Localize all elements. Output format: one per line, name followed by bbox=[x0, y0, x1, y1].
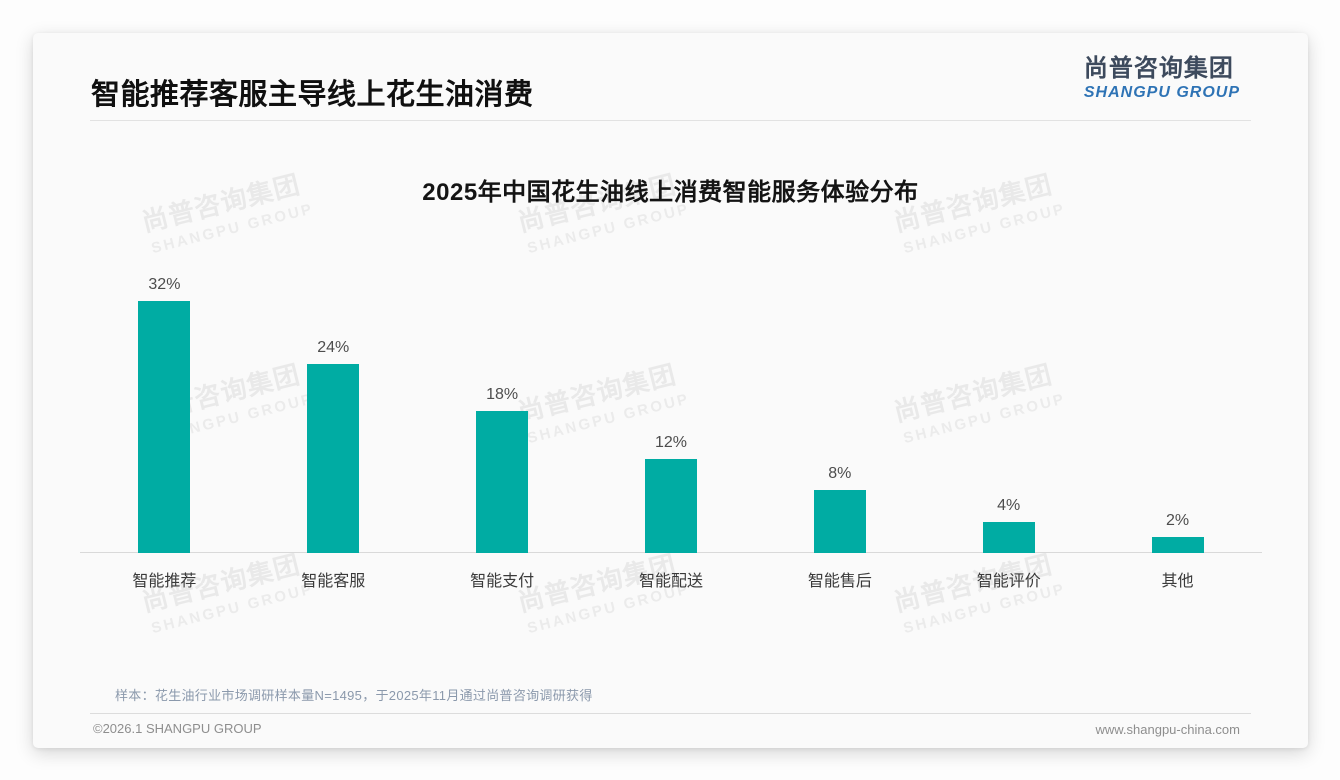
bar-column: 8% 智能售后 bbox=[755, 33, 924, 590]
bar-category-label: 智能配送 bbox=[638, 573, 703, 590]
slide-card: 尚普咨询集团 SHANGPU GROUP 尚普咨询集团 SHANGPU GROUP 尚普… bbox=[33, 33, 1308, 748]
footer-copyright: ©2026.1 SHANGPU GROUP bbox=[93, 721, 262, 736]
logo-english-text: SHANGPU GROUP bbox=[1083, 83, 1240, 101]
header-divider bbox=[90, 120, 1251, 121]
bar bbox=[138, 301, 191, 553]
bar-value-label: 18% bbox=[486, 386, 519, 404]
bar-chart: 32% 智能推荐 24% 智能客服 18% 智能支付 12% 智能配送 8% 智能售后 4% 智能评价… bbox=[80, 33, 1262, 591]
chart-title: 2025年中国花生油线上消费智能服务体验分布 bbox=[422, 179, 919, 206]
bar-column: 32% 智能推荐 bbox=[80, 33, 249, 590]
bar bbox=[813, 490, 866, 553]
bar-value-label: 4% bbox=[997, 496, 1021, 514]
bar-column: 18% 智能支付 bbox=[418, 33, 587, 590]
bar bbox=[476, 411, 529, 553]
bar-value-label: 12% bbox=[654, 433, 687, 451]
bar-category-label: 其他 bbox=[1161, 573, 1194, 590]
footer-divider bbox=[90, 713, 1251, 714]
bar-category-label: 智能评价 bbox=[976, 573, 1041, 590]
bar-category-label: 智能客服 bbox=[301, 573, 366, 590]
bar bbox=[982, 521, 1035, 553]
watermark: 尚普咨询集团 SHANGPU GROUP bbox=[505, 542, 693, 640]
bar-column: 4% 智能评价 bbox=[924, 33, 1093, 591]
bar-value-label: 32% bbox=[148, 276, 181, 293]
watermark: 尚普咨询集团 SHANGPU GROUP bbox=[129, 542, 317, 640]
bar-value-label: 8% bbox=[828, 465, 852, 482]
logo-chinese-text: 尚普咨询集团 bbox=[1083, 55, 1234, 82]
bar bbox=[307, 364, 360, 553]
bar-column: 24% 智能客服 bbox=[249, 33, 418, 590]
bar bbox=[1151, 537, 1204, 553]
watermark: 尚普咨询集团 SHANGPU GROUP bbox=[881, 542, 1069, 640]
bar-value-label: 2% bbox=[1166, 512, 1190, 530]
bar-value-label: 24% bbox=[317, 339, 350, 356]
company-logo: 尚普咨询集团 SHANGPU GROUP bbox=[1084, 55, 1240, 102]
footer-website: www.shangpu-china.com bbox=[1095, 722, 1240, 737]
bar-category-label: 智能推荐 bbox=[132, 573, 197, 590]
bar-column: 12% 智能配送 bbox=[587, 33, 756, 591]
bar-category-label: 智能售后 bbox=[807, 573, 872, 590]
bar-category-label: 智能支付 bbox=[470, 573, 535, 590]
page-title: 智能推荐客服主导线上花生油消费 bbox=[91, 79, 534, 111]
bar-column: 2% 其他 bbox=[1093, 33, 1262, 590]
sample-note: 样本：花生油行业市场调研样本量N=1495，于2025年11月通过尚普咨询调研获… bbox=[115, 688, 593, 703]
bar bbox=[644, 458, 697, 553]
